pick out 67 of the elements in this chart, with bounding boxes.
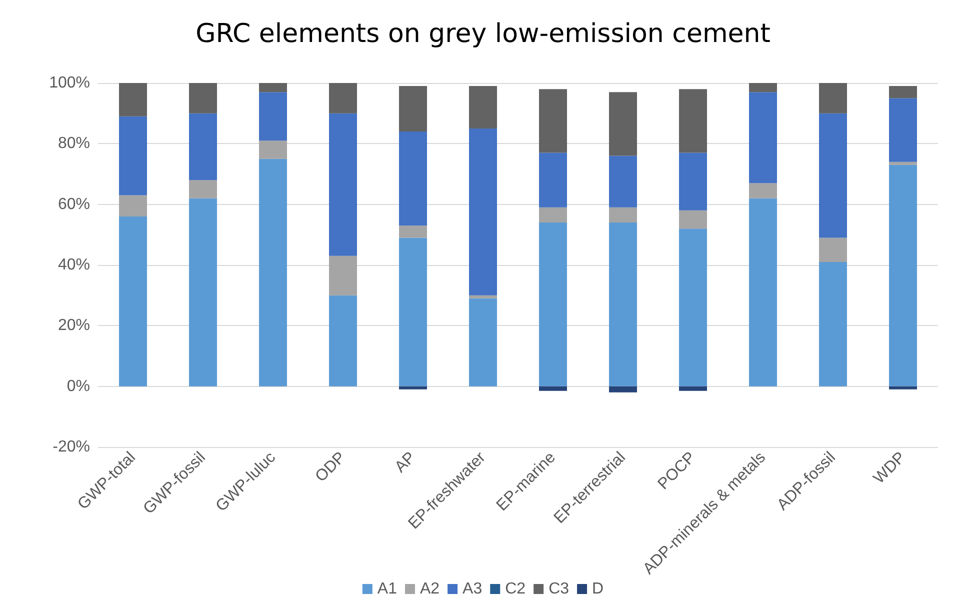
legend-label: D (592, 580, 604, 598)
bar (889, 162, 917, 165)
bar (609, 222, 637, 386)
bar (609, 156, 637, 208)
bar (119, 195, 147, 216)
bar (329, 295, 357, 386)
bar (399, 226, 427, 238)
bar (749, 183, 777, 198)
bar (329, 83, 357, 114)
y-tick-label: 20% (58, 317, 90, 334)
y-tick-label: 100% (49, 74, 90, 92)
bar (469, 298, 497, 386)
bar (259, 140, 287, 159)
bar (399, 386, 427, 390)
bar (189, 180, 217, 198)
bar (539, 89, 567, 153)
bar (889, 86, 917, 98)
bar (119, 116, 147, 196)
bar (469, 128, 497, 296)
bar (329, 256, 357, 296)
bar (119, 216, 147, 386)
bar (259, 158, 287, 386)
bar (469, 86, 497, 128)
bar (749, 198, 777, 386)
bar (889, 98, 917, 162)
legend-label: A1 (377, 580, 398, 598)
bar (679, 89, 707, 153)
bar (399, 132, 427, 226)
bar (819, 262, 847, 386)
bar (679, 386, 707, 391)
bar (539, 207, 567, 223)
legend-label: A2 (420, 580, 440, 598)
y-tick-label: 0% (66, 378, 90, 395)
bar (609, 386, 637, 392)
bar (259, 92, 287, 141)
y-tick-label: 40% (58, 256, 90, 274)
bar (609, 207, 637, 223)
legend-label: A3 (462, 580, 482, 598)
chart-title: GRC elements on grey low-emission cement (196, 19, 770, 49)
bar (539, 386, 567, 391)
bar (539, 222, 567, 386)
bar (679, 152, 707, 210)
bar (539, 152, 567, 208)
bar (189, 198, 217, 386)
y-tick-label: 60% (58, 196, 90, 213)
bar (189, 83, 217, 114)
bar (469, 295, 497, 298)
y-tick-label: 80% (58, 135, 90, 152)
bar (329, 113, 357, 256)
bar (889, 164, 917, 386)
bar (679, 210, 707, 229)
bar (819, 238, 847, 262)
bar (119, 83, 147, 116)
y-tick-label: -20% (52, 438, 90, 456)
bar (889, 386, 917, 390)
bar (749, 92, 777, 184)
bar (749, 83, 777, 92)
bar (679, 228, 707, 386)
legend-label: C3 (548, 580, 570, 598)
bar (259, 83, 287, 92)
bar (819, 83, 847, 114)
bar (399, 86, 427, 132)
legend-label: C2 (505, 580, 526, 598)
bar (819, 113, 847, 238)
bar (609, 92, 637, 156)
bar (189, 113, 217, 180)
bar (399, 238, 427, 386)
